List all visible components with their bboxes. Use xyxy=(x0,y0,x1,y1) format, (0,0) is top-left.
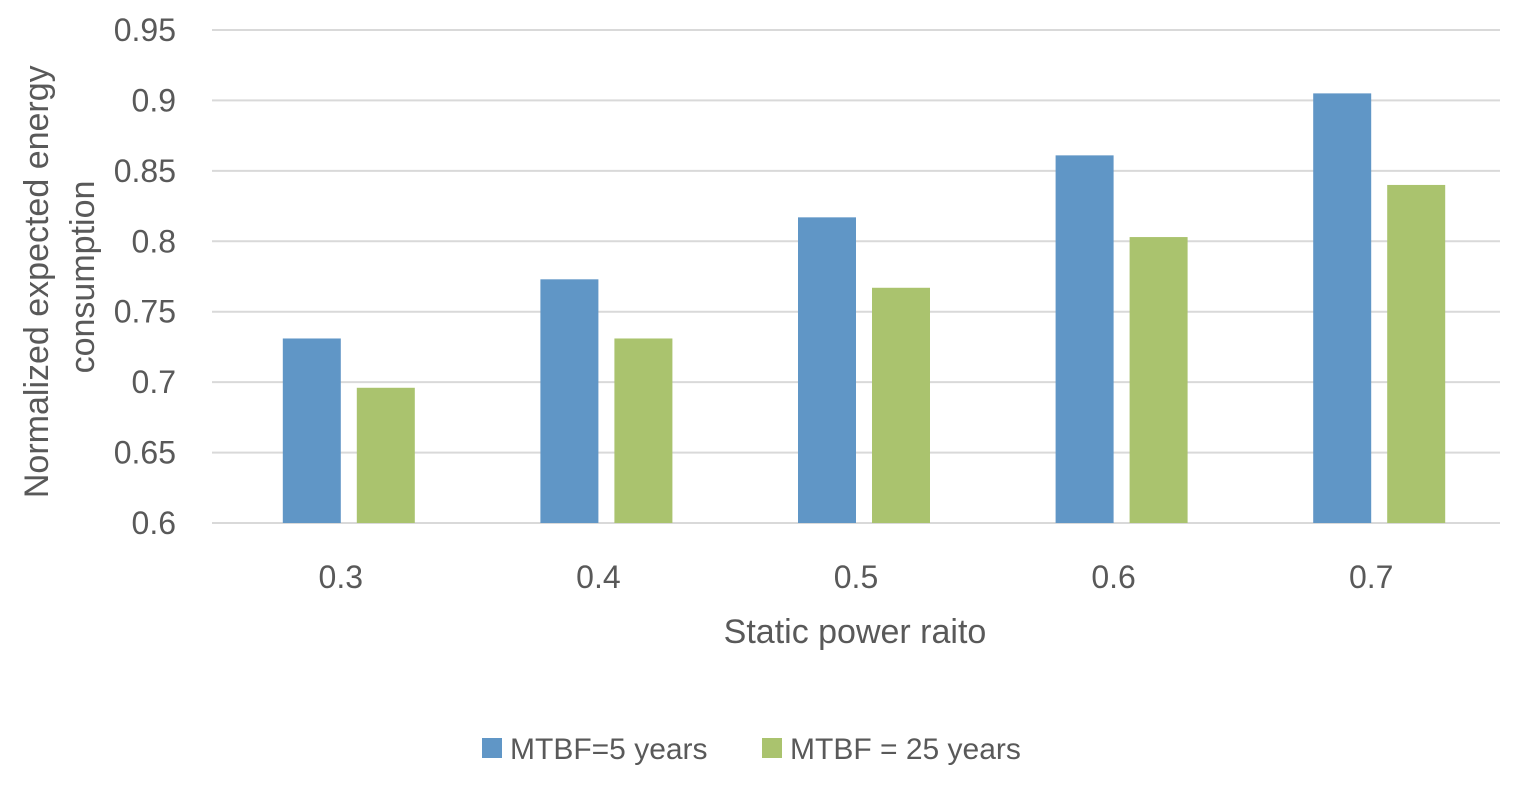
y-axis-title: Normalized expected energy consumption xyxy=(18,56,102,498)
bar-series-2-0.4 xyxy=(614,338,673,523)
y-tick-label: 0.6 xyxy=(132,505,176,541)
x-tick-label: 0.5 xyxy=(834,559,878,595)
x-tick-label: 0.3 xyxy=(319,559,363,595)
bar-series-2-0.6 xyxy=(1129,237,1188,523)
y-tick-label: 0.65 xyxy=(114,435,176,471)
bar-series-2-0.7 xyxy=(1387,184,1446,523)
bar-series-1-0.6 xyxy=(1055,155,1114,523)
y-axis-ticks: 0.6 0.65 0.7 0.75 0.8 0.85 0.9 0.95 xyxy=(114,12,176,541)
y-tick-label: 0.85 xyxy=(114,153,176,189)
y-tick-label: 0.9 xyxy=(132,82,176,118)
y-tick-label: 0.8 xyxy=(132,223,176,259)
bar-series-1-0.3 xyxy=(282,338,341,523)
x-tick-label: 0.4 xyxy=(576,559,620,595)
y-axis-title-line-1: Normalized expected energy xyxy=(18,65,56,498)
legend-swatch-series-1 xyxy=(482,738,502,758)
y-tick-label: 0.75 xyxy=(114,294,176,330)
bar-series-1-0.7 xyxy=(1313,93,1372,523)
x-tick-label: 0.7 xyxy=(1349,559,1393,595)
x-tick-label: 0.6 xyxy=(1091,559,1135,595)
bar-series-1-0.4 xyxy=(540,279,599,523)
x-axis-ticks: 0.3 0.4 0.5 0.6 0.7 xyxy=(319,559,1394,595)
bar-series-2-0.3 xyxy=(356,387,415,523)
y-tick-label: 0.7 xyxy=(132,364,176,400)
bar-series-2-0.5 xyxy=(872,287,930,523)
bars xyxy=(282,93,1446,523)
y-axis-title-line-2: consumption xyxy=(64,181,102,374)
legend: MTBF=5 years MTBF = 25 years xyxy=(482,733,1021,766)
legend-swatch-series-2 xyxy=(762,738,782,758)
legend-label-series-2: MTBF = 25 years xyxy=(790,733,1021,766)
x-axis-title: Static power raito xyxy=(724,613,987,651)
bar-series-1-0.5 xyxy=(798,217,856,523)
y-tick-label: 0.95 xyxy=(114,12,176,48)
legend-label-series-1: MTBF=5 years xyxy=(510,733,708,766)
